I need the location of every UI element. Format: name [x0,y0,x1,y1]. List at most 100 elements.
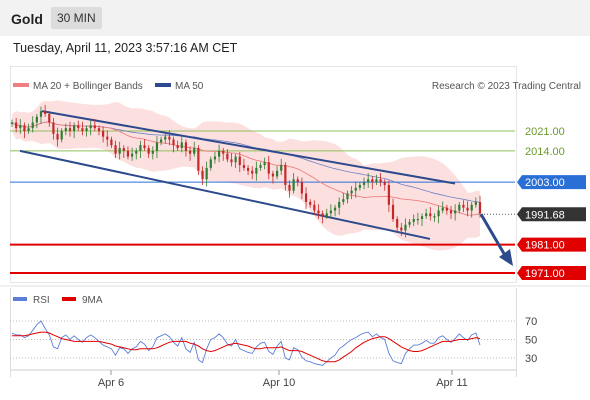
forecast-arrow [479,213,513,267]
candle-body [458,204,461,211]
rsi-tick-30: 30 [525,353,537,365]
candle-body [77,125,80,129]
rsi-tick-50: 50 [525,335,537,347]
candle-body [85,128,88,131]
candle-body [238,156,241,166]
candle-body [280,165,283,171]
level-label-2003.00: 2003.00 [525,177,565,189]
candle-body [275,170,279,177]
legend-ma50-swatch [155,83,171,87]
candle-body [56,133,59,140]
candle-body [118,148,121,154]
candle-body [387,184,390,205]
candle-body [313,204,316,211]
rsi-ma-line [12,331,481,363]
candle-body [222,150,225,154]
candle-body [213,156,217,160]
candle-body [445,207,448,211]
legend-rsi-label: RSI [33,295,50,306]
candle-body [338,202,341,208]
legend-rsi-ma-label: 9MA [82,295,103,306]
x-tick-label: Apr 6 [98,377,124,389]
level-label-2014.00: 2014.00 [525,146,565,158]
candle-body [412,219,415,222]
candle-body [379,179,382,183]
candle-body [23,125,26,131]
candle-body [367,179,370,183]
candle-body [81,128,84,131]
candle-body [358,184,361,188]
candle-body [474,202,477,205]
candle-body [164,136,167,140]
candle-body [176,145,179,149]
candle-body [425,213,428,217]
candle-body [391,204,395,220]
candle-body [321,213,324,217]
candle-body [135,150,138,154]
candle-body [454,210,457,214]
chart-timestamp: Tuesday, April 11, 2023 3:57:16 AM CET [13,41,238,55]
candle-body [354,187,357,191]
candle-body [147,148,150,154]
candle-body [441,207,444,211]
legend-rsi-ma-swatch [62,297,76,301]
candle-body [259,165,262,168]
candle-body [139,145,142,151]
candle-body [383,182,386,185]
candle-body [234,156,237,163]
candle-body [205,167,208,180]
level-tag-1971.00 [517,266,586,280]
candle-body [251,170,254,174]
candle-body [246,167,250,171]
candle-body [284,165,287,185]
candle-body [329,210,333,214]
candle-body [217,150,221,157]
candle-body [292,179,295,191]
legend-ma20-swatch [13,83,29,87]
candle-body [333,207,337,211]
candle-body [172,139,175,146]
channel-lower-line [19,149,431,240]
candle-body [89,125,92,129]
candle-body [143,145,146,149]
bollinger-bands [12,100,480,251]
candle-body [420,216,424,220]
level-tag-1991.68 [517,207,586,222]
candle-body [209,159,212,168]
candle-body [184,142,188,151]
candle-body [375,179,378,183]
candle-body [267,162,270,174]
candle-body [44,111,47,114]
candle-body [19,125,22,129]
candle-body [155,142,159,151]
candle-body [151,150,154,154]
candle-body [478,202,482,214]
candle-body [168,136,171,140]
candle-body [400,227,403,231]
candle-body [230,159,233,163]
candle-body [126,150,130,157]
candle-body [188,150,192,154]
candle-body [304,193,308,202]
candle-body [131,153,134,157]
candle-body [325,213,328,217]
candle-body [201,170,204,180]
forecast-arrow-head [499,249,513,267]
candle-body [64,128,67,131]
candle-body [437,210,440,217]
candle-body [60,131,63,140]
candle-body [193,148,196,154]
legend-ma20-label: MA 20 + Bollinger Bands [33,81,143,92]
candle-body [429,213,432,217]
channel-upper-line [41,110,456,185]
candle-body [122,148,125,151]
candle-body [416,219,419,221]
candle-body [93,125,96,129]
candle-body [114,145,117,154]
level-label-1971.00: 1971.00 [525,268,565,280]
candle-body [342,199,345,202]
candle-body [180,142,183,149]
price-panel-frame [10,66,517,283]
interval-selector[interactable]: 30 MIN [51,7,102,29]
